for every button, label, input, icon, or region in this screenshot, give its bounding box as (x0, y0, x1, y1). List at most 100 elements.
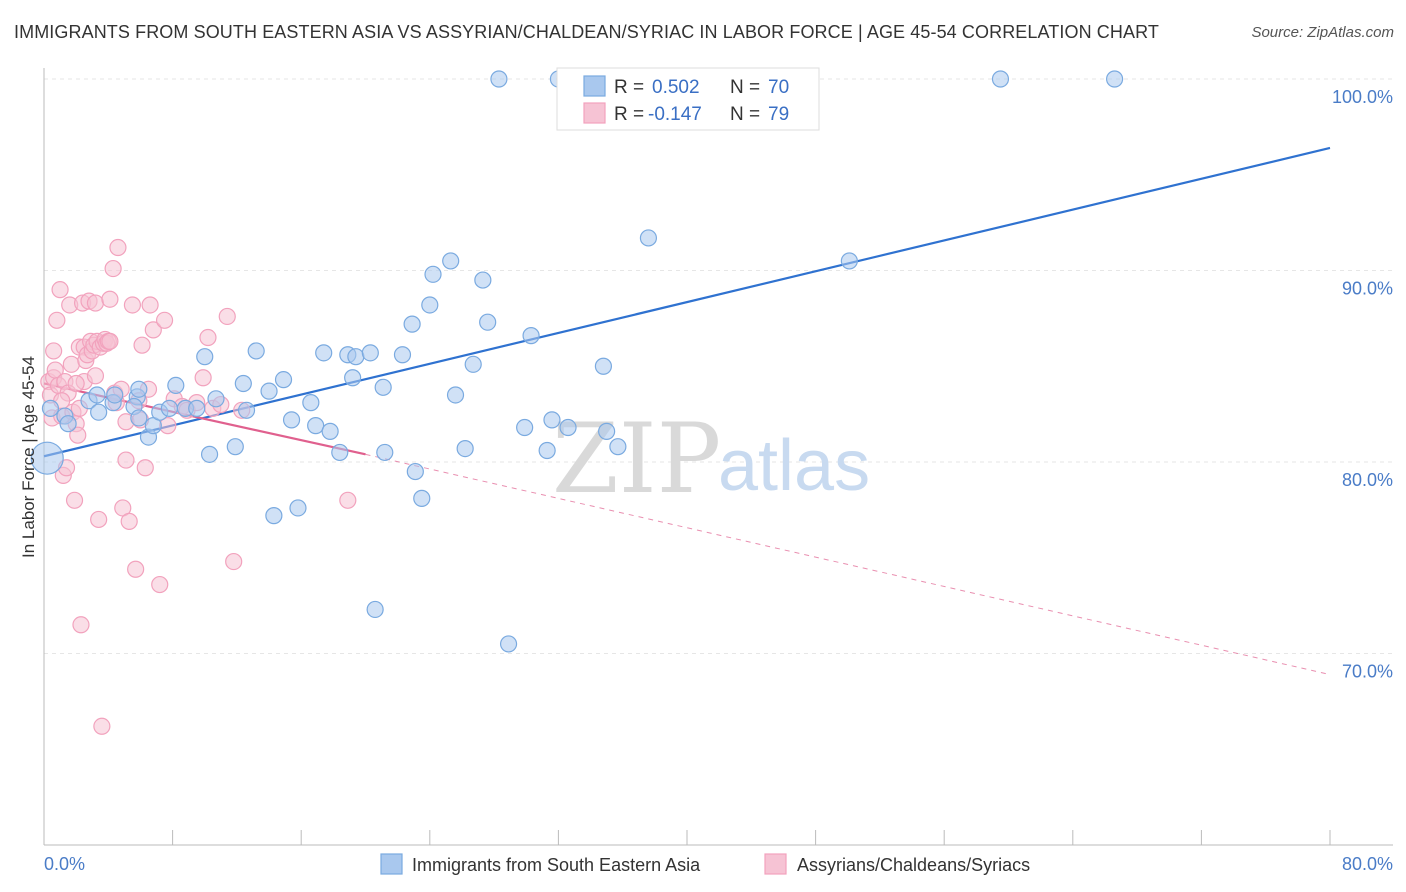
watermark: ZIP atlas (552, 403, 870, 515)
data-point-assyrians (133, 336, 151, 354)
bottom-legend-swatch-pink (764, 853, 787, 875)
data-point-assyrians (86, 294, 105, 312)
data-point-assyrians (101, 332, 119, 350)
data-point-sea (424, 265, 442, 283)
bottom-legend-label-pink: Assyrians/Chaldeans/Syriacs (797, 855, 1030, 875)
data-point-sea (474, 271, 492, 289)
trend-line-sea (43, 146, 1331, 458)
data-point-assyrians (144, 321, 162, 339)
y-tick-label: 70.0% (1342, 662, 1393, 682)
data-point-assyrians (48, 311, 66, 329)
x-tick-labels: 0.0% 80.0% (44, 854, 1393, 874)
data-point-assyrians (199, 328, 217, 347)
data-point-sea (361, 344, 379, 362)
source-label: Source: ZipAtlas.com (1251, 24, 1394, 41)
x-tick-label-min: 0.0% (44, 854, 85, 874)
data-point-sea (237, 401, 256, 419)
data-point-sea (321, 422, 339, 440)
legend-r-label-1: R = (614, 77, 644, 98)
legend-n-value-1: 70 (768, 77, 789, 98)
data-point-assyrians (65, 491, 84, 509)
data-point-sea (331, 443, 349, 462)
legend-r-label-2: R = (614, 104, 644, 125)
data-point-sea (234, 374, 252, 393)
data-point-sea (366, 600, 384, 619)
data-point-sea (302, 394, 320, 412)
data-point-assyrians (51, 281, 69, 299)
legend-n-value-2: 79 (768, 104, 789, 125)
data-point-sea (41, 399, 60, 417)
data-point-sea (991, 70, 1010, 88)
data-point-sea (464, 355, 482, 373)
data-point-assyrians (218, 307, 236, 326)
data-point-sea (538, 441, 556, 460)
data-point-sea (200, 445, 219, 463)
data-point-sea (274, 371, 293, 389)
data-point-assyrians (123, 296, 142, 314)
data-point-assyrians (141, 296, 159, 314)
data-point-sea (160, 399, 178, 417)
data-point-sea (376, 443, 394, 462)
data-point-sea (207, 390, 225, 408)
y-tick-label: 80.0% (1342, 470, 1393, 490)
data-point-sea (456, 439, 474, 458)
series-assyrians-points (40, 238, 357, 735)
data-point-sea (840, 252, 858, 270)
data-point-assyrians (194, 369, 212, 387)
data-point-sea (282, 411, 301, 429)
grid-lines (44, 78, 1393, 654)
data-point-sea (1105, 70, 1124, 88)
data-point-assyrians (45, 342, 63, 360)
data-point-assyrians (72, 616, 90, 634)
data-point-sea (344, 369, 362, 387)
data-point-assyrians (101, 290, 119, 308)
data-point-sea (247, 342, 265, 360)
data-point-assyrians (69, 426, 87, 444)
data-point-sea (226, 438, 244, 456)
data-point-sea (516, 418, 534, 437)
data-point-assyrians (117, 451, 135, 469)
data-point-assyrians (136, 459, 154, 477)
bottom-legend-label-blue: Immigrants from South Eastern Asia (412, 855, 701, 875)
trend-line-assyrians-extension (365, 453, 1331, 676)
data-point-sea (499, 635, 518, 653)
data-point-sea (403, 315, 421, 333)
data-point-sea (307, 417, 325, 435)
watermark-zip: ZIP (552, 403, 721, 515)
data-point-sea (315, 344, 333, 362)
data-point-sea (289, 499, 307, 517)
bottom-legend: Immigrants from South Eastern Asia Assyr… (380, 853, 1030, 875)
data-point-sea (347, 348, 365, 366)
data-point-assyrians (339, 491, 357, 509)
data-point-sea (130, 380, 148, 398)
data-point-assyrians (155, 311, 174, 329)
legend-n-label-2: N = (730, 104, 760, 125)
data-point-assyrians (86, 367, 105, 385)
data-point-sea (88, 386, 106, 404)
data-point-sea (598, 422, 616, 440)
data-point-assyrians (109, 238, 127, 257)
data-point-sea (265, 507, 283, 525)
data-point-sea (490, 70, 508, 88)
legend-swatch-pink (583, 102, 606, 124)
legend-n-label-1: N = (730, 77, 760, 98)
data-point-assyrians (104, 259, 122, 278)
legend-swatch-blue (583, 75, 606, 97)
data-point-sea (167, 376, 185, 394)
data-point-assyrians (225, 552, 243, 571)
y-axis-title: In Labor Force | Age 45-54 (19, 356, 38, 558)
bottom-legend-swatch-blue (380, 853, 403, 875)
data-point-sea (260, 382, 278, 400)
data-point-sea (522, 327, 540, 345)
data-point-sea (90, 403, 108, 421)
data-point-sea (559, 418, 577, 437)
legend-box: R = 0.502 N = 70 R = -0.147 N = 79 (556, 67, 820, 131)
y-tick-label: 90.0% (1342, 279, 1393, 299)
y-tick-labels: 100.0% 90.0% 80.0% 70.0% (1332, 87, 1393, 682)
data-point-sea (393, 346, 412, 364)
data-point-assyrians (120, 512, 138, 530)
data-point-sea (413, 489, 431, 507)
data-point-sea (106, 386, 124, 404)
data-point-sea (543, 411, 561, 429)
